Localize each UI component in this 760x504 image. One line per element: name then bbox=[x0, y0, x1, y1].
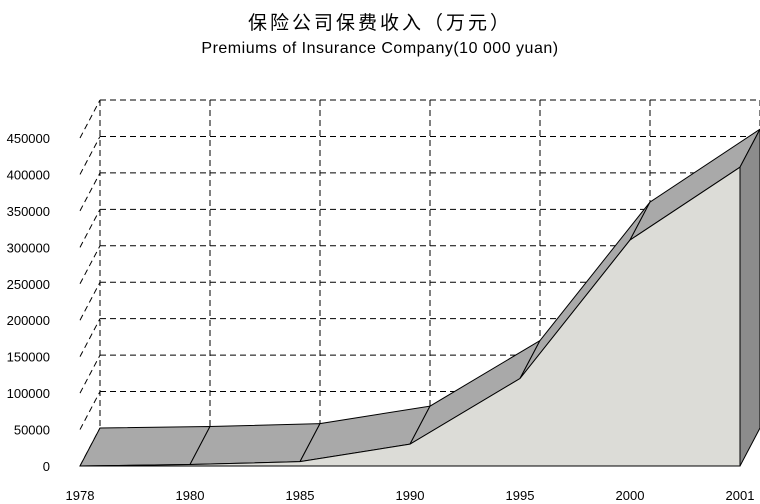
gridline-depth bbox=[79, 318, 101, 357]
chart-subtitle: Premiums of Insurance Company(10 000 yua… bbox=[201, 40, 559, 57]
gridline-depth bbox=[79, 354, 101, 394]
x-tick-label: 1985 bbox=[286, 488, 315, 503]
chart-title: 保险公司保费收入（万元） bbox=[247, 12, 512, 34]
y-axis: 0 50000 100000 150000 200000 250000 300000 3500… bbox=[7, 131, 50, 474]
y-tick-label: 150000 bbox=[7, 350, 50, 365]
gridline-depth bbox=[79, 172, 101, 212]
area-top-face bbox=[79, 426, 211, 467]
y-tick-label: 200000 bbox=[7, 313, 50, 328]
y-tick-label: 250000 bbox=[7, 277, 50, 292]
y-tick-label: 50000 bbox=[14, 423, 50, 438]
area-side-face bbox=[739, 128, 760, 467]
x-tick-label: 2000 bbox=[616, 488, 645, 503]
gridline-depth bbox=[79, 245, 101, 285]
gridline-depth bbox=[79, 281, 101, 321]
x-axis: 1978 1980 1985 1990 1995 2000 2001 bbox=[66, 488, 755, 503]
gridline-depth bbox=[79, 136, 101, 175]
gridline-depth bbox=[79, 99, 101, 139]
y-tick-label: 300000 bbox=[7, 240, 50, 255]
gridline-depth bbox=[79, 391, 101, 430]
y-tick-label: 400000 bbox=[7, 167, 50, 182]
x-tick-label: 1980 bbox=[176, 488, 205, 503]
chart-area-series bbox=[79, 128, 760, 467]
gridline-depth bbox=[79, 209, 101, 248]
y-tick-label: 350000 bbox=[7, 204, 50, 219]
x-tick-label: 1978 bbox=[66, 488, 95, 503]
x-tick-label: 2001 bbox=[726, 488, 755, 503]
chart-grid bbox=[79, 99, 760, 467]
y-tick-label: 100000 bbox=[7, 386, 50, 401]
y-tick-label: 0 bbox=[43, 459, 50, 474]
area-top-face bbox=[189, 423, 321, 466]
y-tick-label: 450000 bbox=[7, 131, 50, 146]
x-tick-label: 1995 bbox=[506, 488, 535, 503]
x-tick-label: 1990 bbox=[396, 488, 425, 503]
